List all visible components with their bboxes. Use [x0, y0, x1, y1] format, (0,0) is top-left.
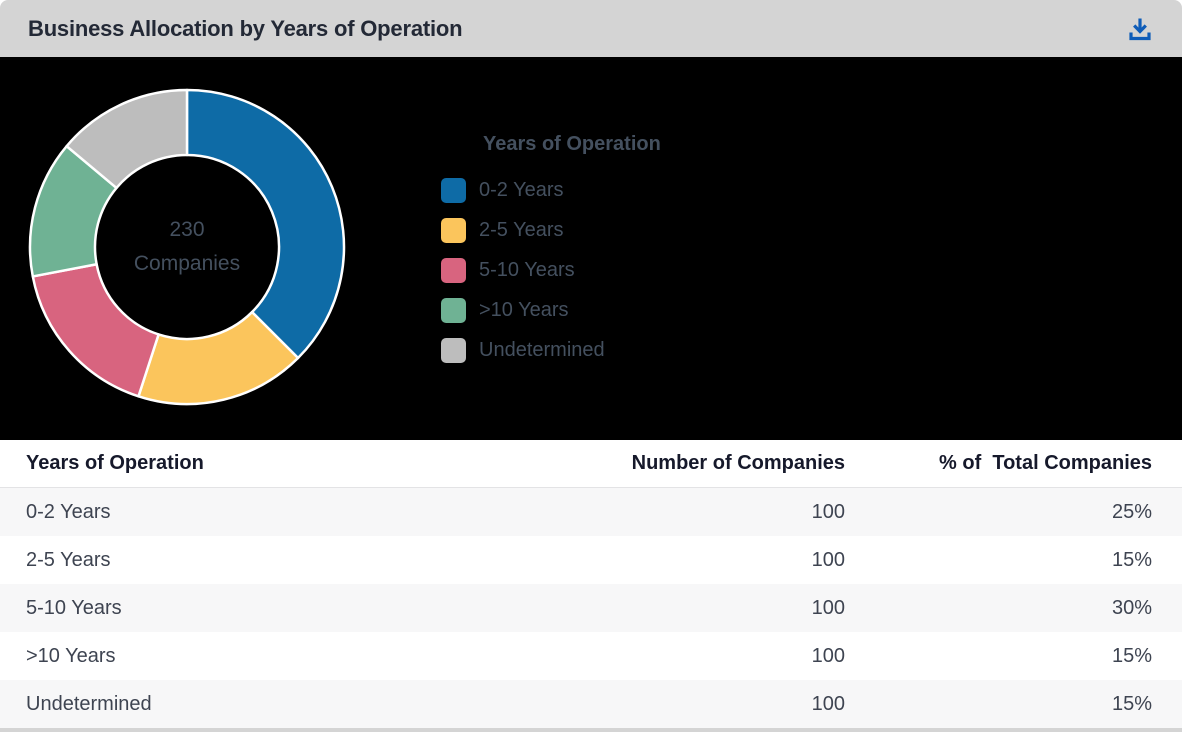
cell-percent: 15% [1111, 548, 1152, 571]
column-header-percent-of-total-companies: % of Total Companies [939, 452, 1152, 474]
table-body: 0-2 Years 100 25% 2-5 Years 100 15% 5-10… [0, 488, 1182, 728]
column-header-years-of-operation: Years of Operation [26, 452, 204, 474]
cell-percent: 15% [1111, 644, 1152, 667]
widget-header: Business Allocation by Years of Operatio… [0, 0, 1182, 57]
cell-number-of-companies: 100 [811, 548, 845, 571]
legend-label: >10 Years [479, 298, 569, 321]
download-icon [1129, 18, 1151, 40]
chart-area: 230 Companies Years of Operation 0-2 Yea… [0, 57, 1182, 440]
legend-swatch-undetermined [441, 337, 466, 363]
legend-label: 0-2 Years [479, 178, 564, 201]
allocation-table: Years of Operation Number of Companies %… [0, 440, 1182, 728]
table-row: 5-10 Years 100 30% [0, 584, 1182, 632]
cell-number-of-companies: 100 [811, 596, 845, 619]
legend-swatch-5-10-years [441, 257, 466, 283]
column-header-number-of-companies: Number of Companies [631, 452, 845, 474]
table-header-row: Years of Operation Number of Companies %… [0, 440, 1182, 488]
donut-segment-0-2-years[interactable] [185, 88, 346, 360]
donut-segment-5-10-years[interactable] [31, 262, 160, 398]
legend-item-gt-10-years[interactable]: >10 Years [441, 290, 661, 330]
table-row: 0-2 Years 100 25% [0, 488, 1182, 536]
cell-category: 2-5 Years [26, 548, 111, 571]
legend-swatch-2-5-years [441, 217, 466, 243]
table-row: 2-5 Years 100 15% [0, 536, 1182, 584]
cell-category: 0-2 Years [26, 500, 111, 523]
widget-title: Business Allocation by Years of Operatio… [28, 15, 463, 41]
cell-number-of-companies: 100 [811, 644, 845, 667]
chart-legend: Years of Operation 0-2 Years 2-5 Years 5… [441, 133, 661, 370]
cell-percent: 30% [1111, 596, 1152, 619]
cell-category: Undetermined [26, 692, 152, 715]
cell-category: 5-10 Years [26, 596, 122, 619]
legend-title: Years of Operation [483, 133, 661, 155]
cell-percent: 25% [1111, 500, 1152, 523]
cell-number-of-companies: 100 [811, 692, 845, 715]
cell-category: >10 Years [26, 644, 116, 667]
legend-label: 2-5 Years [479, 218, 564, 241]
legend-swatch-0-2-years [441, 177, 466, 203]
cell-percent: 15% [1111, 692, 1152, 715]
table-row: Undetermined 100 15% [0, 680, 1182, 728]
donut-chart[interactable]: 230 Companies [27, 87, 347, 407]
donut-chart-svg [28, 88, 346, 406]
card-bottom-edge [0, 728, 1182, 732]
donut-segment-undetermined[interactable] [65, 88, 189, 190]
download-button[interactable] [1122, 13, 1158, 45]
legend-item-undetermined[interactable]: Undetermined [441, 330, 661, 370]
legend-item-2-5-years[interactable]: 2-5 Years [441, 210, 661, 250]
legend-label: Undetermined [479, 338, 605, 361]
legend-item-0-2-years[interactable]: 0-2 Years [441, 170, 661, 210]
legend-item-5-10-years[interactable]: 5-10 Years [441, 250, 661, 290]
table-row: >10 Years 100 15% [0, 632, 1182, 680]
cell-number-of-companies: 100 [811, 500, 845, 523]
legend-label: 5-10 Years [479, 258, 575, 281]
legend-swatch-gt-10-years [441, 297, 466, 323]
